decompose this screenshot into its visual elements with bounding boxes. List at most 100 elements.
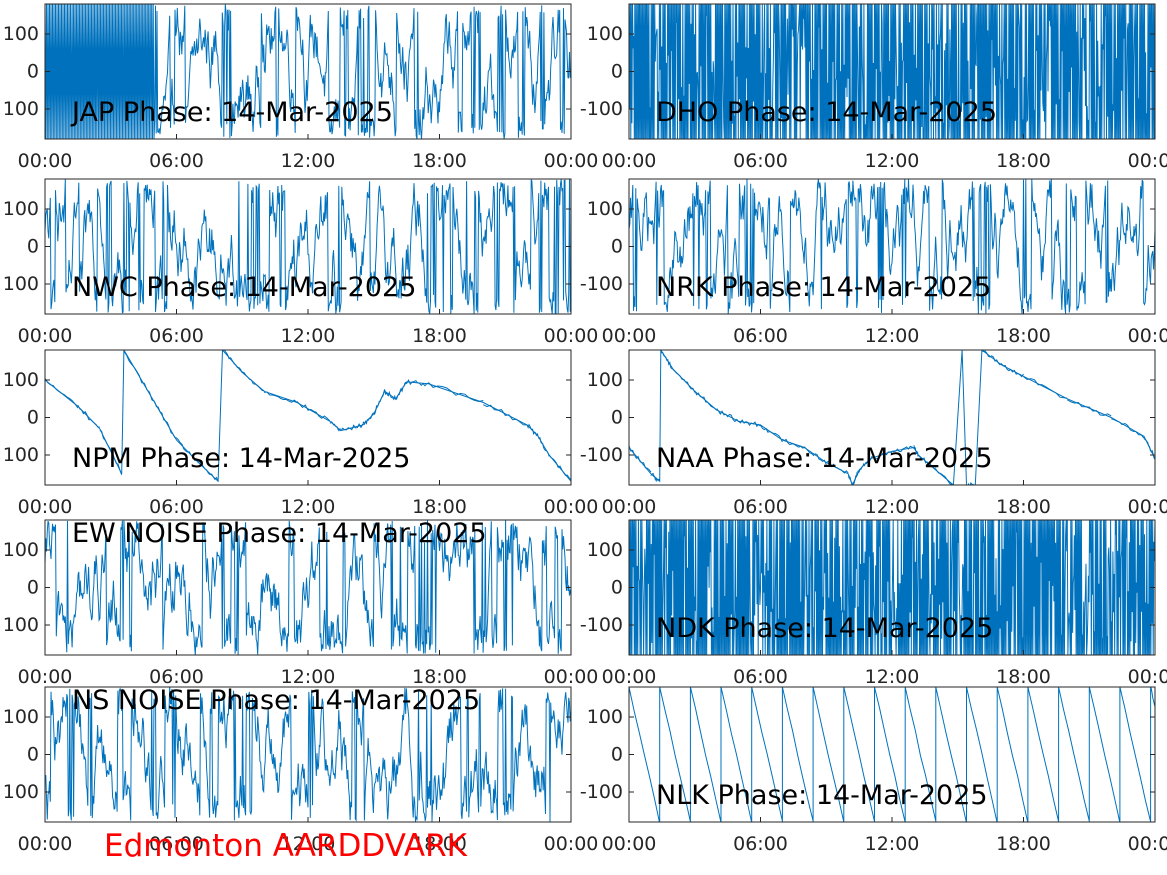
x-tick-label: 00:00 bbox=[544, 496, 599, 518]
y-tick-label: 0 bbox=[611, 407, 623, 429]
phase-series-line bbox=[45, 687, 571, 822]
x-tick-label: 00:00 bbox=[602, 833, 657, 855]
x-tick-label: 00:00 bbox=[18, 496, 73, 518]
y-tick-label: 100 bbox=[3, 98, 39, 120]
y-tick-label: 100 bbox=[3, 444, 39, 466]
y-tick-label: 0 bbox=[611, 236, 623, 258]
phase-series-line bbox=[45, 179, 571, 314]
y-tick-label: -100 bbox=[580, 614, 623, 636]
subplot-10: 100 0 -100 00:00 06:00 12:00 18:00 00:00 NLK Pha… bbox=[580, 686, 1167, 855]
y-tick-label: 100 bbox=[3, 369, 39, 391]
x-tick-label: 18:00 bbox=[996, 833, 1051, 855]
y-tick-label: 0 bbox=[27, 577, 39, 599]
subplot-title: NLK Phase: 14-Mar-2025 bbox=[656, 780, 988, 811]
y-tick-label: -100 bbox=[580, 98, 623, 120]
phase-series-line bbox=[45, 520, 571, 655]
y-tick-label: 0 bbox=[611, 577, 623, 599]
x-tick-label: 00:00 bbox=[18, 666, 73, 688]
x-tick-label: 00:00 bbox=[18, 150, 73, 172]
subplot-1: 100 0 100 00:00 06:00 12:00 18:00 00:00 JAP Phas… bbox=[3, 3, 599, 172]
x-tick-label: 12:00 bbox=[281, 833, 336, 855]
x-tick-label: 12:00 bbox=[865, 666, 920, 688]
subplot-title: NWC Phase: 14-Mar-2025 bbox=[72, 272, 416, 303]
x-tick-label: 06:00 bbox=[733, 496, 788, 518]
phase-series-line bbox=[629, 687, 1155, 822]
x-tick-label: 00:00 bbox=[544, 833, 599, 855]
subplot-title: DHO Phase: 14-Mar-2025 bbox=[656, 97, 997, 128]
subplot-title: NRK Phase: 14-Mar-2025 bbox=[656, 272, 991, 303]
y-tick-label: 0 bbox=[27, 407, 39, 429]
x-tick-label: 06:00 bbox=[149, 496, 204, 518]
subplot-title: EW NOISE Phase: 14-Mar-2025 bbox=[72, 518, 487, 549]
x-tick-label: 18:00 bbox=[996, 496, 1051, 518]
x-tick-label: 06:00 bbox=[149, 325, 204, 347]
y-tick-label: 0 bbox=[27, 744, 39, 766]
x-tick-label: 12:00 bbox=[865, 496, 920, 518]
x-tick-label: 18:00 bbox=[412, 150, 467, 172]
y-tick-label: 0 bbox=[611, 744, 623, 766]
x-tick-label: 06:00 bbox=[149, 150, 204, 172]
y-tick-label: 100 bbox=[587, 23, 623, 45]
subplot-7: 100 0 100 00:00 06:00 12:00 18:00 00:00 EW NOISE… bbox=[3, 518, 599, 688]
x-tick-label: 00:00 bbox=[18, 325, 73, 347]
x-tick-label: 18:00 bbox=[412, 833, 467, 855]
phase-series-line bbox=[629, 179, 1155, 314]
x-tick-label: 00:00 bbox=[602, 325, 657, 347]
x-tick-label: 12:00 bbox=[281, 150, 336, 172]
y-tick-label: 0 bbox=[611, 61, 623, 83]
x-tick-label: 00:00 bbox=[1128, 325, 1167, 347]
y-tick-label: -100 bbox=[580, 273, 623, 295]
x-tick-label: 18:00 bbox=[412, 325, 467, 347]
subplot-title: NS NOISE Phase: 14-Mar-2025 bbox=[72, 685, 480, 716]
x-tick-label: 06:00 bbox=[733, 833, 788, 855]
y-tick-label: 100 bbox=[587, 539, 623, 561]
y-tick-label: 100 bbox=[3, 539, 39, 561]
x-tick-label: 06:00 bbox=[733, 325, 788, 347]
subplot-5: 100 0 100 00:00 06:00 12:00 18:00 00:00 NPM Phas… bbox=[3, 349, 599, 518]
y-tick-label: 100 bbox=[3, 614, 39, 636]
phase-series-line bbox=[629, 350, 1155, 485]
x-tick-label: 00:00 bbox=[544, 150, 599, 172]
y-tick-label: 100 bbox=[3, 781, 39, 803]
x-tick-label: 00:00 bbox=[1128, 150, 1167, 172]
y-tick-label: 100 bbox=[587, 369, 623, 391]
x-tick-label: 18:00 bbox=[996, 666, 1051, 688]
x-tick-label: 00:00 bbox=[602, 666, 657, 688]
phase-series-line bbox=[629, 520, 1155, 655]
subplot-9: 100 0 100 00:00 06:00 12:00 18:00 00:00 NS NOISE… bbox=[3, 685, 599, 855]
subplot-8: 100 0 -100 00:00 06:00 12:00 18:00 00:00 NDK Pha… bbox=[580, 519, 1167, 688]
x-tick-label: 18:00 bbox=[412, 666, 467, 688]
x-tick-label: 12:00 bbox=[865, 150, 920, 172]
x-tick-label: 18:00 bbox=[996, 150, 1051, 172]
subplot-title: NDK Phase: 14-Mar-2025 bbox=[656, 613, 993, 644]
x-tick-label: 06:00 bbox=[149, 833, 204, 855]
x-tick-label: 12:00 bbox=[281, 666, 336, 688]
subplot-title: NPM Phase: 14-Mar-2025 bbox=[72, 443, 410, 474]
phase-series-line bbox=[45, 350, 571, 483]
phase-series-line bbox=[45, 4, 571, 139]
y-tick-label: 100 bbox=[3, 706, 39, 728]
x-tick-label: 12:00 bbox=[865, 325, 920, 347]
x-tick-label: 12:00 bbox=[865, 833, 920, 855]
subplot-6: 100 0 -100 00:00 06:00 12:00 18:00 00:00 NAA Pha… bbox=[580, 349, 1167, 518]
subplot-title: NAA Phase: 14-Mar-2025 bbox=[656, 443, 993, 474]
x-tick-label: 00:00 bbox=[1128, 496, 1167, 518]
station-footer: Edmonton AARDDVARK bbox=[104, 828, 468, 864]
y-tick-label: 0 bbox=[27, 61, 39, 83]
subplot-title: JAP Phase: 14-Mar-2025 bbox=[70, 97, 393, 128]
x-tick-label: 00:00 bbox=[544, 666, 599, 688]
x-tick-label: 00:00 bbox=[1128, 666, 1167, 688]
x-tick-label: 00:00 bbox=[1128, 833, 1167, 855]
y-tick-label: 100 bbox=[587, 706, 623, 728]
x-tick-label: 00:00 bbox=[18, 833, 73, 855]
subplot-3: 100 0 100 00:00 06:00 12:00 18:00 00:00 NWC Phas… bbox=[3, 178, 598, 347]
x-tick-label: 06:00 bbox=[149, 666, 204, 688]
x-tick-label: 00:00 bbox=[602, 150, 657, 172]
y-tick-label: 100 bbox=[3, 273, 39, 295]
x-tick-label: 00:00 bbox=[602, 496, 657, 518]
y-tick-label: -100 bbox=[580, 781, 623, 803]
y-tick-label: 100 bbox=[3, 23, 39, 45]
y-tick-label: -100 bbox=[580, 444, 623, 466]
y-tick-label: 100 bbox=[3, 198, 39, 220]
